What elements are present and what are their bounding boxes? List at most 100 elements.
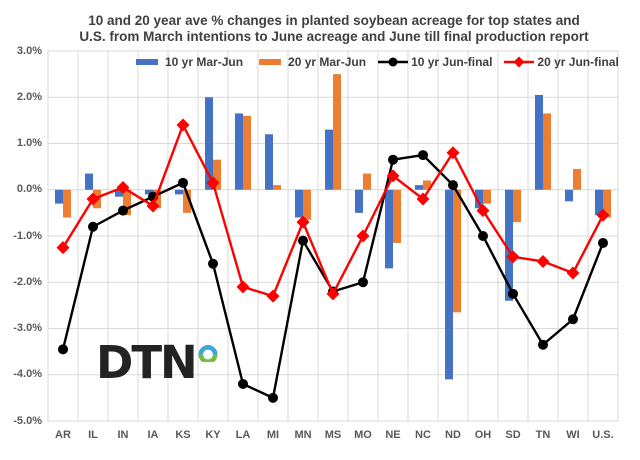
20-yr-mar-jun-bar-ky	[213, 159, 221, 190]
legend-label: 20 yr Jun-final	[537, 55, 619, 69]
20-yr-mar-jun-bar-u-s	[603, 189, 611, 218]
20-yr-mar-jun-bar-mo	[363, 173, 371, 190]
10-yr-mar-jun-bar-ky	[205, 97, 213, 190]
20-yr-mar-jun-bar-ne	[393, 189, 401, 243]
10-yr-jun-final-marker-nc	[418, 150, 428, 161]
x-axis-category-label: MO	[354, 429, 372, 441]
10-yr-jun-final-marker-ne	[388, 154, 398, 165]
10-yr-jun-final-marker-mi	[268, 392, 278, 403]
dtn-logo-ring-icon	[198, 345, 218, 362]
10-yr-mar-jun-bar-ks	[175, 189, 183, 195]
x-axis-category-label: AR	[55, 429, 71, 441]
x-axis: AR IL IN IA KS KY LA MI MN MS MO NE NC ND OH SD TN WI U.S.	[0, 429, 640, 445]
10-yr-mar-jun-bar-nd	[445, 189, 453, 380]
10-yr-jun-final-marker-mo	[358, 277, 368, 288]
10-yr-jun-final-marker-mn	[298, 235, 308, 246]
10-yr-jun-final-marker-ky	[208, 258, 218, 269]
10-yr-mar-jun-bar-il	[85, 173, 93, 190]
legend-swatch-bar-icon	[136, 59, 158, 65]
x-axis-category-label: OH	[474, 429, 492, 441]
20-yr-jun-final-marker-u-s	[596, 208, 610, 222]
plot-border	[47, 50, 619, 422]
10-yr-mar-jun-bar-wi	[565, 189, 573, 202]
y-axis-tick-label: -4.0%	[13, 368, 42, 381]
x-axis-category-label: MS	[324, 429, 342, 441]
x-axis-category-label: WI	[566, 429, 580, 441]
20-yr-jun-final-marker-ia	[146, 199, 160, 213]
10-yr-jun-final-marker-ar	[58, 344, 68, 355]
20-yr-mar-jun-bar-ms	[333, 74, 341, 190]
20-yr-jun-final-marker-ar	[56, 241, 70, 255]
20-yr-mar-jun-bar-ar	[63, 189, 71, 218]
chart-title-line1: 10 and 20 year ave % changes in planted …	[88, 13, 580, 28]
x-axis-category-label: NC	[415, 429, 431, 441]
y-axis: 3.0% 2.0% 1.0% 0.0% -1.0% -2.0% -3.0% -4.0% -5.0…	[0, 0, 44, 460]
10-yr-jun-final-marker-u-s	[598, 237, 608, 248]
20-yr-jun-final-marker-ms	[326, 287, 340, 301]
20-yr-jun-final-marker-mn	[296, 215, 310, 229]
legend-swatch-bar-icon	[259, 59, 282, 65]
chart-title: 10 and 20 year ave % changes in planted …	[34, 13, 634, 46]
x-axis-category-label: KY	[205, 429, 221, 441]
dtn-logo: DTN	[96, 338, 218, 388]
10-yr-mar-jun-bar-nc	[415, 185, 423, 190]
20-yr-jun-final-marker-mo	[356, 229, 370, 243]
10-yr-mar-jun-bar-mn	[295, 189, 303, 218]
10-yr-jun-final-marker-ks	[178, 177, 188, 188]
20-yr-jun-final-marker-nc	[416, 192, 430, 206]
legend-bar-swatch	[259, 59, 282, 65]
20-yr-mar-jun-bar-tn	[543, 113, 551, 190]
10-yr-jun-final-marker-il	[88, 221, 98, 232]
20-yr-jun-final-marker-il	[86, 192, 100, 206]
10-yr-mar-jun-bar-in	[115, 189, 123, 197]
20-yr-jun-final-marker-mi	[266, 289, 280, 303]
10-yr-mar-jun-bar-ne	[385, 189, 393, 269]
y-axis-tick-label: -1.0%	[13, 229, 42, 242]
x-axis-category-label: IA	[147, 429, 159, 441]
10-yr-jun-final-marker-oh	[478, 231, 488, 241]
legend-item-10-yr-jun-final: 10 yr Jun-final	[378, 55, 492, 69]
20-yr-mar-jun-bar-wi	[573, 168, 581, 190]
x-axis-category-label: LA	[235, 429, 251, 441]
10-yr-mar-jun-bar-oh	[475, 189, 483, 209]
legend-item-10-yr-mar-jun: 10 yr Mar-Jun	[132, 55, 243, 69]
20-yr-jun-final-marker-sd	[506, 250, 520, 264]
10-yr-mar-jun-bar-ms	[325, 129, 333, 190]
10-yr-mar-jun-bar-tn	[535, 94, 543, 190]
legend-swatch-circle-icon	[378, 57, 409, 67]
x-axis-category-label: MN	[294, 429, 312, 441]
y-axis-tick-label: -5.0%	[13, 414, 42, 427]
chart-title-line2: U.S. from March intentions to June acrea…	[79, 29, 589, 45]
20-yr-mar-jun-bar-mn	[303, 189, 311, 220]
legend-label: 20 yr Mar-Jun	[288, 55, 367, 69]
legend: 10 yr Mar-Jun 20 yr Mar-Jun 10 yr Jun-fina…	[132, 55, 619, 69]
x-axis-category-label: ND	[445, 429, 461, 441]
10-yr-mar-jun-bar-ia	[145, 189, 153, 195]
20-yr-jun-final-marker-la	[236, 280, 250, 294]
20-yr-jun-final-marker-ne	[386, 169, 400, 183]
20-yr-jun-final-marker-tn	[536, 254, 550, 268]
x-axis-category-label: KS	[175, 429, 191, 441]
y-axis-tick-label: -2.0%	[13, 275, 42, 288]
20-yr-mar-jun-bar-oh	[483, 189, 491, 204]
y-axis-tick-label: 1.0%	[16, 137, 42, 149]
20-yr-mar-jun-bar-in	[123, 189, 131, 216]
legend-diamond-marker	[513, 56, 525, 68]
legend-item-20-yr-mar-jun: 20 yr Mar-Jun	[255, 55, 366, 69]
y-axis-tick-label: 0.0%	[16, 183, 42, 196]
legend-circle-marker	[388, 57, 398, 67]
20-yr-mar-jun-bar-la	[243, 115, 251, 190]
20-yr-jun-final-marker-ks	[176, 118, 190, 132]
x-axis-category-label: TN	[535, 429, 551, 441]
10-yr-mar-jun-bar-mo	[355, 189, 363, 213]
20-yr-mar-jun-bar-mi	[273, 185, 281, 190]
x-axis-category-label: SD	[505, 429, 521, 441]
10-yr-jun-final-marker-in	[118, 205, 128, 216]
10-yr-mar-jun-bar-la	[235, 113, 243, 190]
legend-swatch-diamond-icon	[504, 56, 535, 68]
legend-bar-swatch	[136, 59, 158, 65]
20-yr-jun-final-marker-nd	[446, 146, 460, 160]
x-axis-category-label: IL	[88, 429, 98, 441]
x-axis-category-label: MI	[266, 429, 280, 441]
